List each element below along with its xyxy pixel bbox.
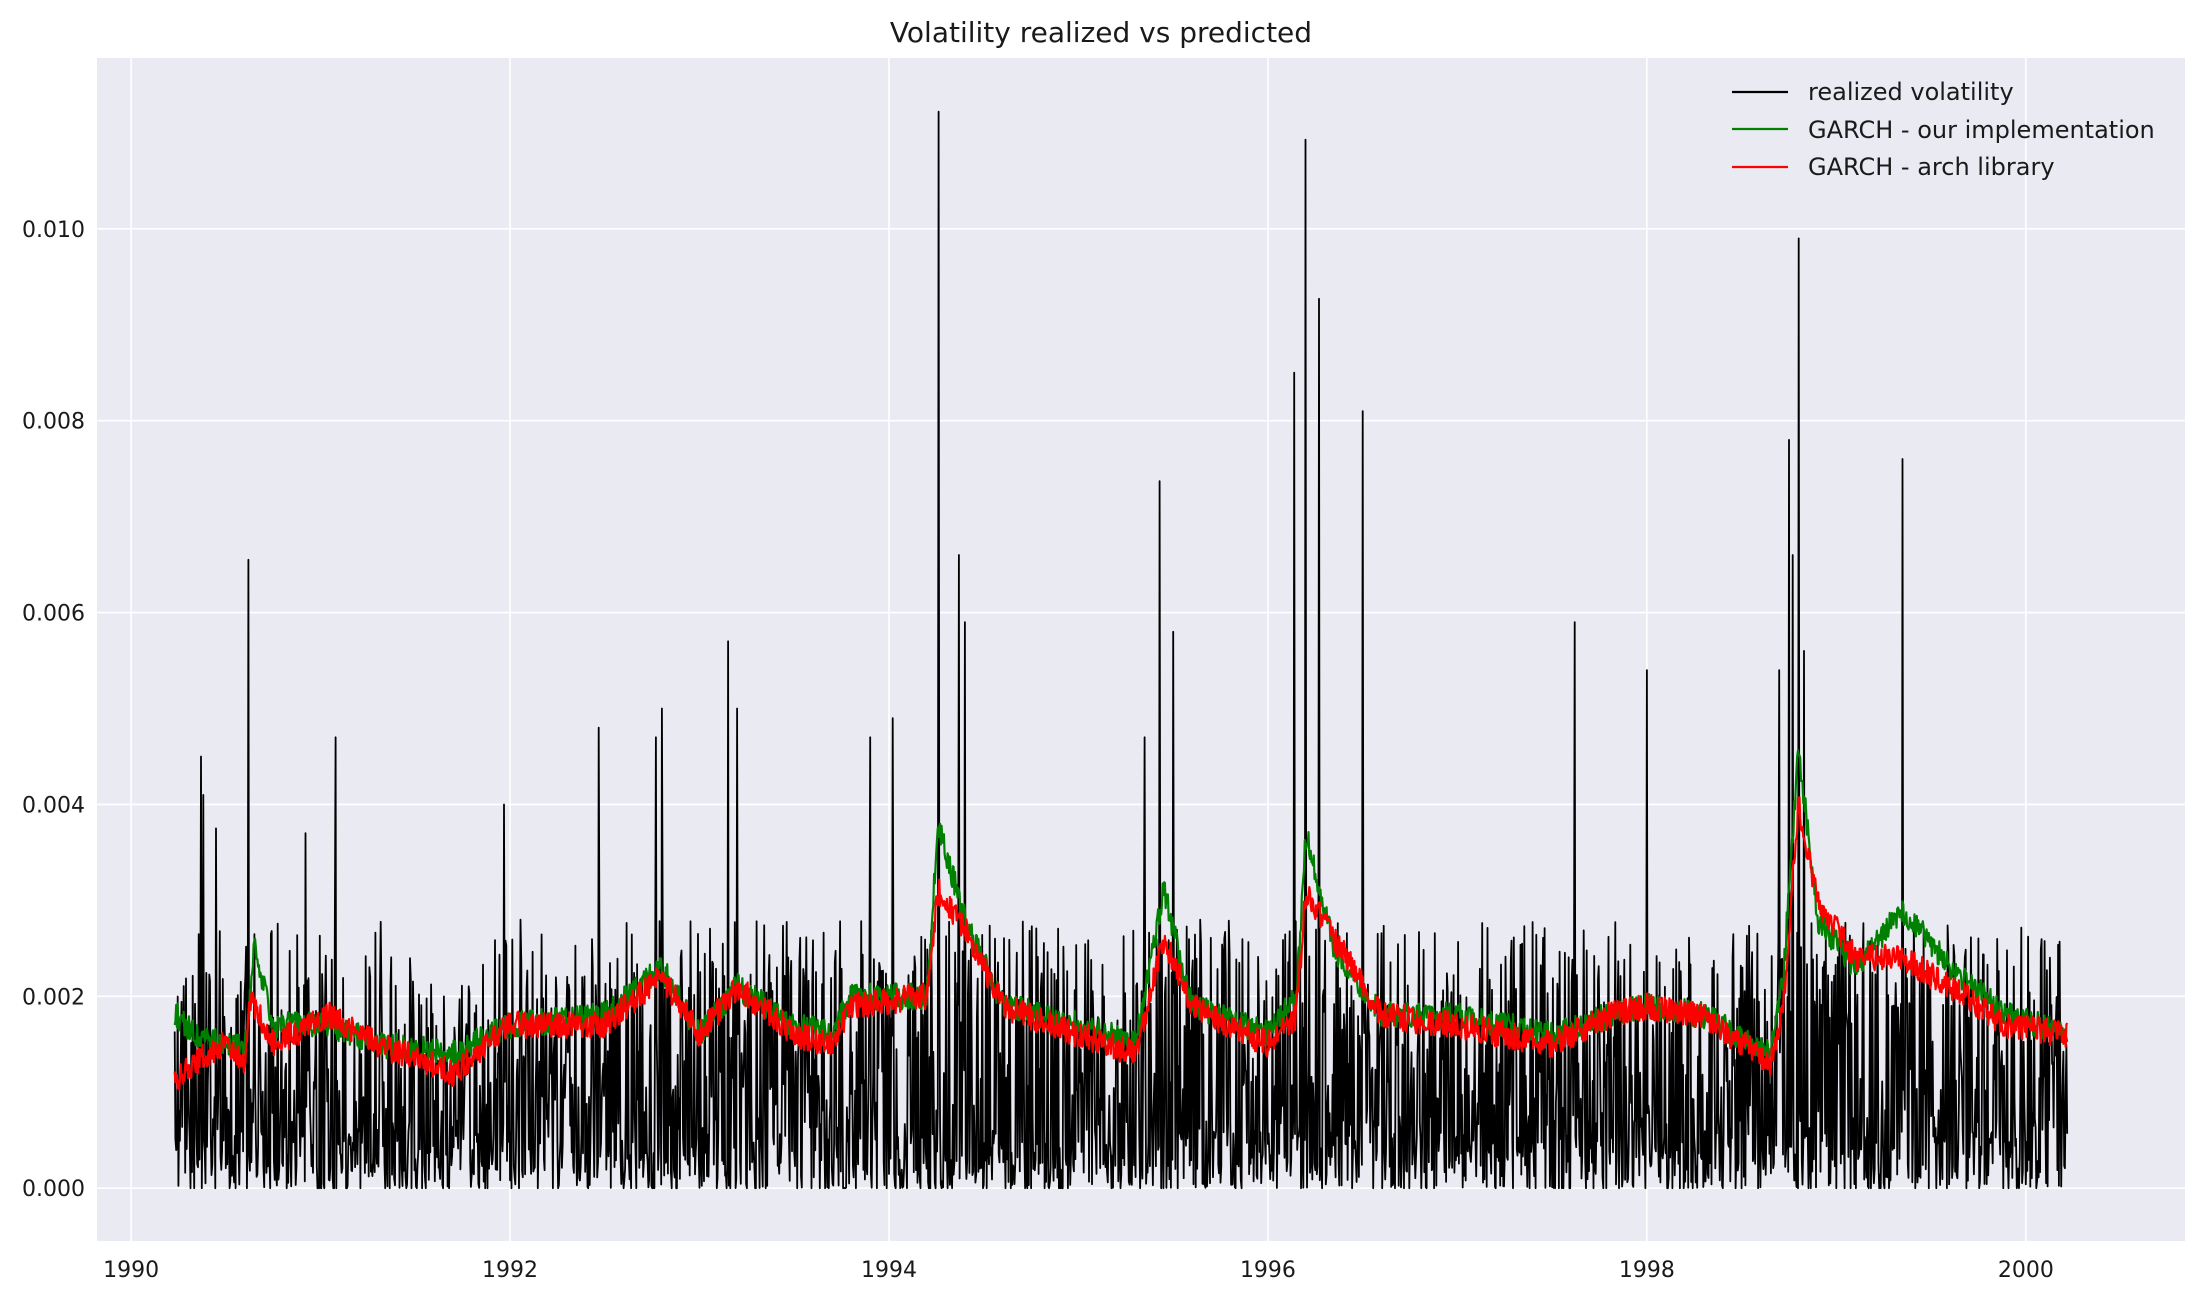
y-tick-label: 0.004: [22, 793, 85, 818]
chart-title: Volatility realized vs predicted: [890, 16, 1312, 49]
series-garch-arch-library: [173, 796, 2069, 1091]
x-tick-label: 1994: [861, 1258, 917, 1283]
y-tick-label: 0.000: [22, 1177, 85, 1202]
x-tick-label: 2000: [1998, 1258, 2054, 1283]
y-axis-ticks: 0.000 0.002 0.004 0.006 0.008 0.010: [22, 218, 85, 1202]
x-tick-label: 1996: [1240, 1258, 1296, 1283]
legend-label-garch-ours: GARCH - our implementation: [1808, 116, 2155, 144]
legend-label-realized: realized volatility: [1808, 78, 2014, 106]
y-tick-label: 0.008: [22, 410, 85, 435]
legend-label-garch-arch: GARCH - arch library: [1808, 153, 2055, 181]
series-lines: [173, 110, 2069, 1190]
x-axis-ticks: 1990 1992 1994 1996 1998 2000: [103, 1258, 2054, 1283]
x-tick-label: 1992: [482, 1258, 538, 1283]
x-tick-label: 1998: [1619, 1258, 1675, 1283]
y-tick-label: 0.006: [22, 602, 85, 627]
series-garch-our-implementation: [173, 749, 2069, 1068]
series-realized-volatility: [173, 110, 2069, 1190]
x-tick-label: 1990: [103, 1258, 159, 1283]
y-tick-label: 0.010: [22, 218, 85, 243]
y-tick-label: 0.002: [22, 985, 85, 1010]
legend: realized volatility GARCH - our implemen…: [1732, 78, 2155, 181]
